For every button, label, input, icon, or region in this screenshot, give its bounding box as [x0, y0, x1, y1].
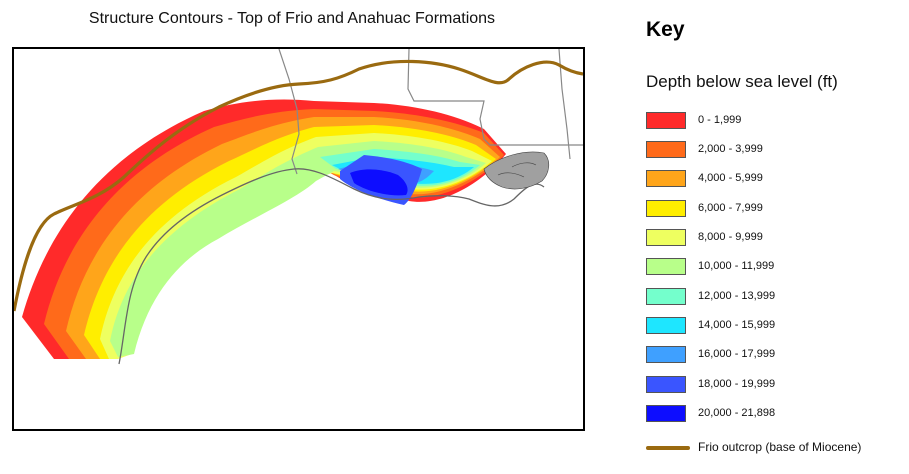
key-subtitle: Depth below sea level (ft) — [646, 72, 838, 91]
map-canvas — [14, 49, 583, 365]
map-frame — [12, 47, 585, 431]
key-label: 8,000 - 9,999 — [698, 231, 763, 243]
key-item: 0 - 1,999 — [646, 112, 906, 132]
key-label: 14,000 - 15,999 — [698, 319, 776, 331]
key-swatch — [646, 141, 686, 158]
key-swatch — [646, 346, 686, 363]
key-item: 6,000 - 7,999 — [646, 200, 906, 220]
key-label: 0 - 1,999 — [698, 114, 742, 126]
key-item: 12,000 - 13,999 — [646, 288, 906, 308]
key-swatch — [646, 405, 686, 422]
key-label: 20,000 - 21,898 — [698, 407, 776, 419]
key-swatch — [646, 376, 686, 393]
map-title: Structure Contours - Top of Frio and Ana… — [88, 10, 496, 27]
key-swatch — [646, 317, 686, 334]
depth-band-10 — [350, 169, 408, 196]
key-swatch — [646, 288, 686, 305]
state-boundary — [558, 49, 571, 160]
outcrop-legend-line — [646, 446, 690, 450]
outcrop-legend-label: Frio outcrop (base of Miocene) — [698, 440, 862, 454]
key-swatch — [646, 112, 686, 129]
key-item: 8,000 - 9,999 — [646, 229, 906, 249]
key-heading: Key — [646, 18, 685, 41]
key-item: 14,000 - 15,999 — [646, 317, 906, 337]
key-item: 4,000 - 5,999 — [646, 170, 906, 190]
key-label: 16,000 - 17,999 — [698, 348, 776, 360]
key-item: 2,000 - 3,999 — [646, 141, 906, 161]
key-swatch — [646, 200, 686, 217]
key-swatch — [646, 229, 686, 246]
key-item: 20,000 - 21,898 — [646, 405, 906, 425]
key-label: 12,000 - 13,999 — [698, 290, 776, 302]
state-boundary — [278, 49, 300, 175]
delta-texture — [483, 151, 550, 190]
key-label: 4,000 - 5,999 — [698, 172, 763, 184]
key-label: 6,000 - 7,999 — [698, 202, 763, 214]
state-boundary — [407, 49, 583, 146]
key-item: 10,000 - 11,999 — [646, 258, 906, 278]
key-item: 18,000 - 19,999 — [646, 376, 906, 396]
key-swatch — [646, 258, 686, 275]
key-item: 16,000 - 17,999 — [646, 346, 906, 366]
key-swatch — [646, 170, 686, 187]
key-label: 18,000 - 19,999 — [698, 378, 776, 390]
key-label: 10,000 - 11,999 — [698, 260, 775, 272]
key-label: 2,000 - 3,999 — [698, 143, 763, 155]
outcrop-legend: Frio outcrop (base of Miocene) — [646, 440, 908, 458]
frio-outcrop-line — [14, 59, 583, 312]
coastline — [118, 168, 545, 365]
